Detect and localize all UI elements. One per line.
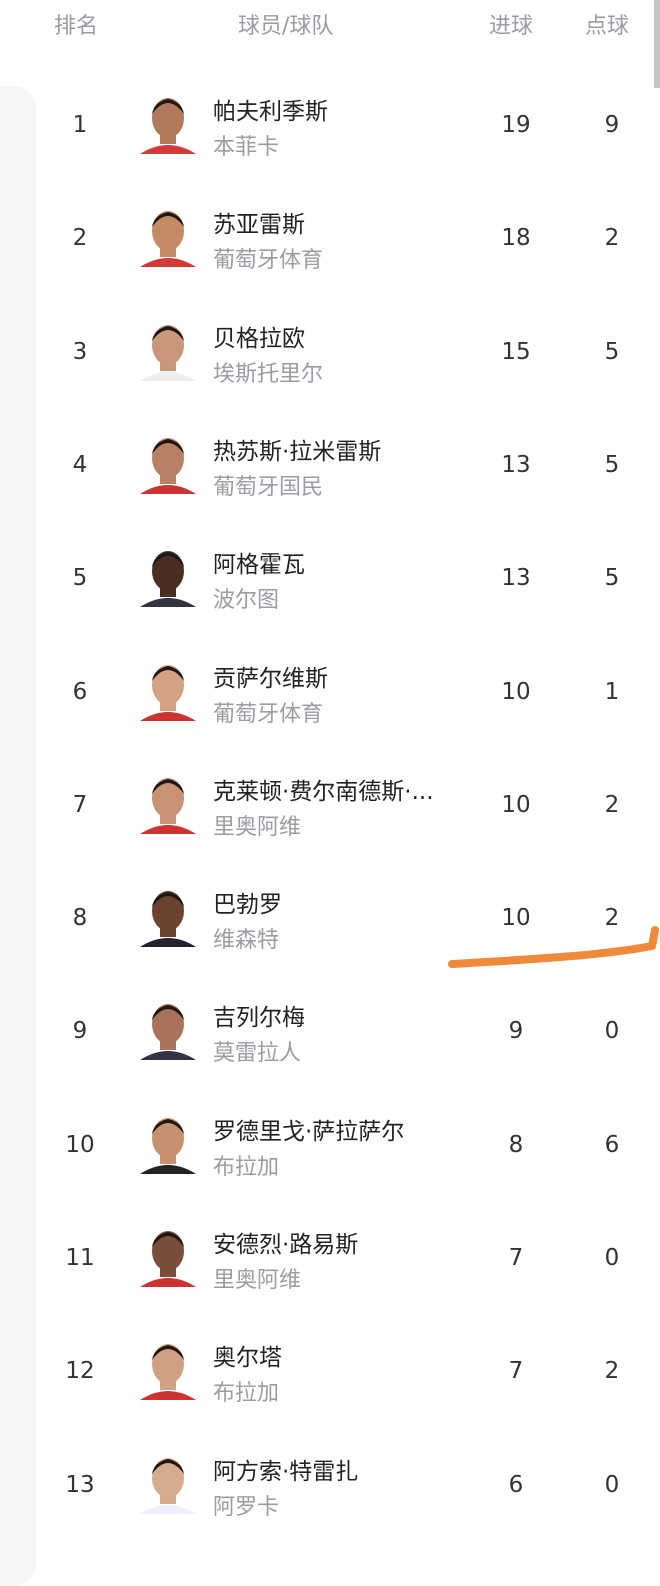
player-avatar <box>140 891 196 948</box>
rank: 2 <box>72 225 88 252</box>
penalties: 5 <box>604 565 620 592</box>
player-name[interactable]: 贝格拉欧 <box>213 325 305 352</box>
team-name[interactable]: 布拉加 <box>213 1381 280 1407</box>
rank: 5 <box>72 565 88 592</box>
table-row[interactable]: 7 克莱顿·费尔南德斯·... 里奥阿维 10 2 <box>0 750 660 863</box>
penalties: 2 <box>604 1358 620 1385</box>
penalties: 2 <box>604 791 620 818</box>
goals: 6 <box>508 1471 524 1498</box>
rank: 12 <box>65 1358 95 1385</box>
header-penalties[interactable]: 点球 <box>585 14 630 39</box>
team-name[interactable]: 布拉加 <box>213 1154 280 1180</box>
goals: 15 <box>501 338 531 365</box>
rank: 9 <box>72 1018 88 1045</box>
penalties: 0 <box>604 1471 620 1498</box>
goals: 19 <box>501 112 531 138</box>
player-avatar <box>140 211 196 268</box>
goals: 7 <box>508 1358 524 1385</box>
player-name[interactable]: 帕夫利季斯 <box>213 99 328 125</box>
player-name[interactable]: 克莱顿·费尔南德斯·... <box>213 778 434 805</box>
player-avatar <box>140 1117 196 1174</box>
table-row[interactable]: 6 贡萨尔维斯 葡萄牙体育 10 1 <box>0 637 660 750</box>
penalties: 9 <box>604 112 620 138</box>
rank: 3 <box>72 338 88 365</box>
side-panel <box>0 86 36 1586</box>
table-row[interactable]: 12 奥尔塔 布拉加 7 2 <box>0 1316 660 1429</box>
table-row[interactable]: 2 苏亚雷斯 葡萄牙体育 18 2 <box>0 183 660 296</box>
player-avatar <box>140 98 196 154</box>
team-name[interactable]: 葡萄牙体育 <box>213 701 324 727</box>
team-name[interactable]: 莫雷拉人 <box>213 1041 302 1067</box>
player-name[interactable]: 阿格霍瓦 <box>213 552 305 579</box>
player-avatar <box>140 551 196 608</box>
team-name[interactable]: 本菲卡 <box>213 135 280 160</box>
goals: 18 <box>501 225 531 252</box>
penalties: 2 <box>604 905 620 932</box>
player-name[interactable]: 热苏斯·拉米雷斯 <box>213 438 382 465</box>
table-row[interactable]: 13 阿方索·特雷扎 阿罗卡 6 0 <box>0 1430 660 1543</box>
player-name[interactable]: 阿方索·特雷扎 <box>213 1458 359 1485</box>
player-avatar <box>140 324 196 381</box>
scrollbar[interactable] <box>654 0 660 88</box>
player-name[interactable]: 巴勃罗 <box>213 892 282 919</box>
goals: 8 <box>508 1131 524 1158</box>
player-avatar <box>140 1457 196 1514</box>
team-name[interactable]: 维森特 <box>213 928 280 954</box>
goals: 7 <box>508 1245 524 1271</box>
player-name[interactable]: 奥尔塔 <box>213 1345 282 1372</box>
player-name[interactable]: 吉列尔梅 <box>213 1005 305 1032</box>
rank: 7 <box>72 791 88 818</box>
penalties: 6 <box>604 1131 620 1158</box>
rank: 11 <box>65 1245 95 1271</box>
rank: 10 <box>65 1131 95 1158</box>
rank: 8 <box>72 905 88 932</box>
table-row[interactable]: 10 罗德里戈·萨拉萨尔 布拉加 8 6 <box>0 1090 660 1203</box>
team-name[interactable]: 葡萄牙体育 <box>213 248 324 274</box>
penalties: 2 <box>604 225 620 252</box>
player-name[interactable]: 贡萨尔维斯 <box>213 665 328 692</box>
team-name[interactable]: 波尔图 <box>213 588 280 614</box>
table-row[interactable]: 8 巴勃罗 维森特 10 2 <box>0 863 660 976</box>
player-name[interactable]: 罗德里戈·萨拉萨尔 <box>213 1118 405 1145</box>
table-row[interactable]: 9 吉列尔梅 莫雷拉人 9 0 <box>0 976 660 1089</box>
team-name[interactable]: 埃斯托里尔 <box>213 361 324 387</box>
rank: 1 <box>72 112 88 138</box>
player-avatar <box>140 664 196 721</box>
penalties: 5 <box>604 451 620 478</box>
goals: 13 <box>501 451 531 478</box>
player-name[interactable]: 安德烈·路易斯 <box>213 1232 359 1258</box>
penalties: 1 <box>604 678 620 705</box>
goals: 10 <box>501 678 531 705</box>
player-avatar <box>140 437 196 494</box>
table-row[interactable]: 1 帕夫利季斯 本菲卡 19 9 <box>0 70 660 183</box>
table-row[interactable]: 3 贝格拉欧 埃斯托里尔 15 5 <box>0 297 660 410</box>
team-name[interactable]: 阿罗卡 <box>213 1494 280 1520</box>
player-avatar <box>140 1344 196 1401</box>
header-player-team: 球员/球队 <box>238 14 334 39</box>
rank: 4 <box>72 451 88 478</box>
header-rank: 排名 <box>54 14 99 39</box>
penalties: 0 <box>604 1018 620 1045</box>
table-row[interactable]: 5 阿格霍瓦 波尔图 13 5 <box>0 523 660 636</box>
goals: 13 <box>501 565 531 592</box>
goals: 10 <box>501 905 531 932</box>
player-avatar <box>140 1004 196 1061</box>
goals: 10 <box>501 791 531 818</box>
player-avatar <box>140 777 196 834</box>
header-goals[interactable]: 进球 <box>489 14 534 39</box>
rank: 6 <box>72 678 88 705</box>
rank: 13 <box>65 1471 95 1498</box>
table-row[interactable]: 11 安德烈·路易斯 里奥阿维 7 0 <box>0 1203 660 1316</box>
penalties: 5 <box>604 338 620 365</box>
player-name[interactable]: 苏亚雷斯 <box>213 212 305 239</box>
player-avatar <box>140 1231 196 1287</box>
team-name[interactable]: 里奥阿维 <box>213 1268 302 1293</box>
penalties: 0 <box>604 1245 620 1271</box>
goals: 9 <box>508 1018 524 1045</box>
team-name[interactable]: 里奥阿维 <box>213 814 302 840</box>
table-row[interactable]: 4 热苏斯·拉米雷斯 葡萄牙国民 13 5 <box>0 410 660 523</box>
team-name[interactable]: 葡萄牙国民 <box>213 474 324 500</box>
